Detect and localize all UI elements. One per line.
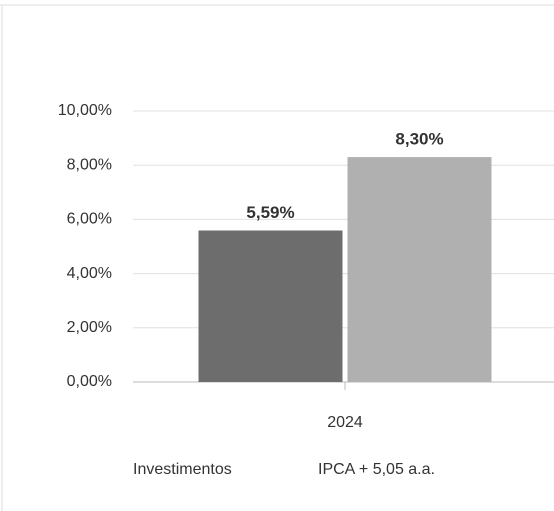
y-tick-label: 6,00% [67,211,112,228]
bar [198,230,343,382]
legend-label: Investimentos [133,461,232,478]
x-tick-label: 2024 [327,414,363,431]
y-tick-label: 2,00% [67,319,112,336]
y-tick-label: 10,00% [58,102,112,119]
bar [347,157,492,382]
value-label: 8,30% [395,130,443,149]
legend-label: IPCA + 5,05 a.a. [318,461,435,478]
y-tick-label: 8,00% [67,156,112,173]
y-tick-label: 4,00% [67,265,112,282]
value-label: 5,59% [246,203,294,222]
y-tick-label: 0,00% [67,373,112,390]
